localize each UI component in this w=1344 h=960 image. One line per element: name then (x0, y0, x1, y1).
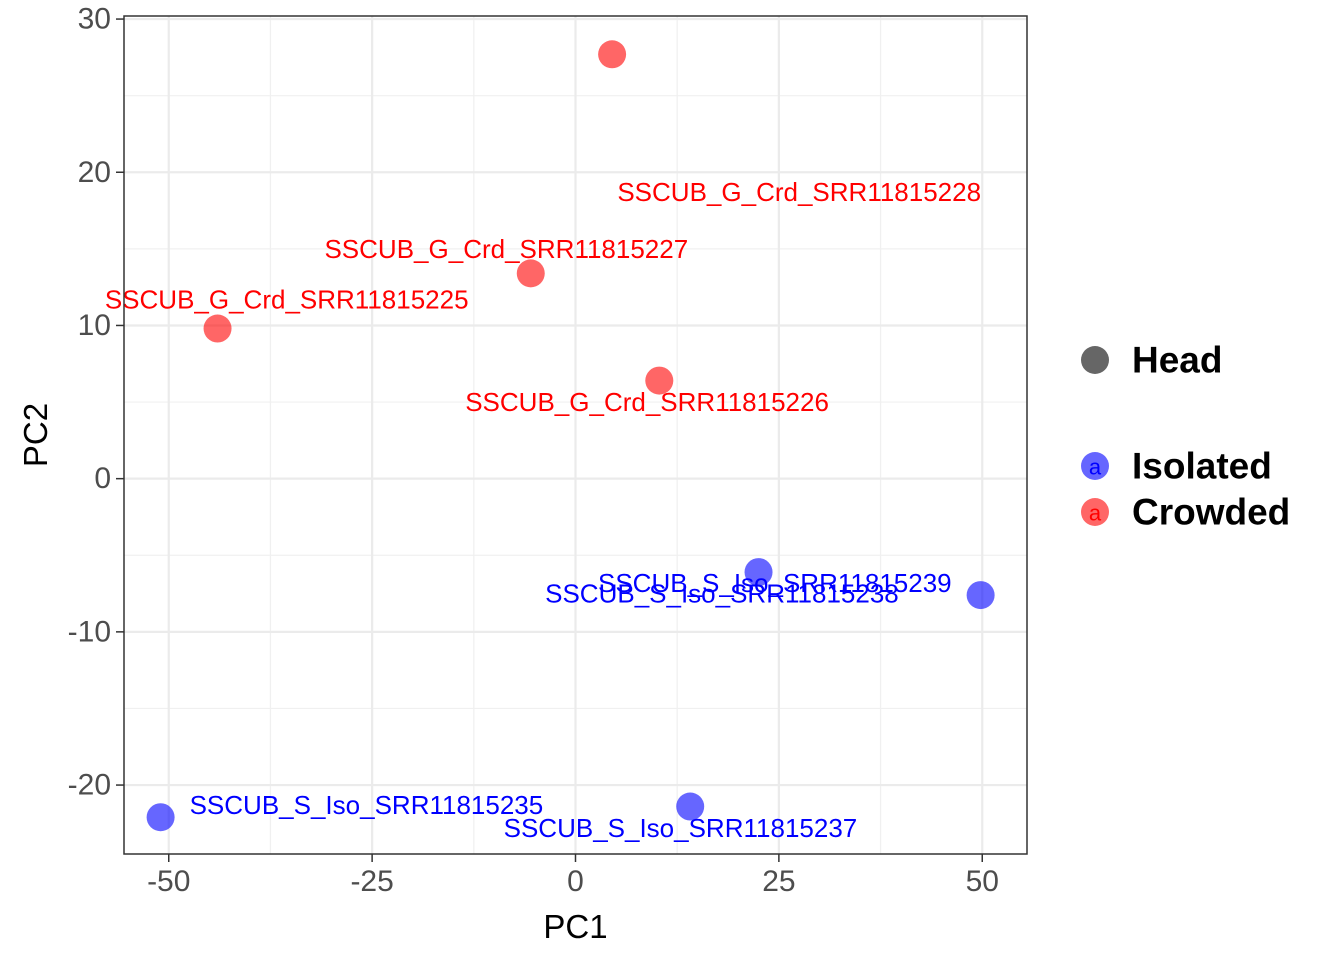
legend-key-letter: a (1089, 455, 1102, 480)
data-point (966, 581, 995, 610)
point-label: SSCUB_G_Crd_SRR11815226 (465, 387, 829, 417)
data-point (203, 314, 232, 343)
legend-key (1081, 498, 1109, 526)
y-tick-label: 30 (78, 3, 111, 36)
legend-shape-title: Head (1132, 340, 1222, 381)
legend-color-entries: a Isolated a Crowded (1081, 446, 1290, 533)
y-tick-label: 20 (78, 156, 111, 189)
x-axis: -50 -25 0 25 50 (147, 854, 999, 898)
data-point (744, 558, 773, 587)
data-point (598, 40, 627, 69)
x-axis-title: PC1 (543, 908, 607, 945)
y-tick-label: -20 (68, 769, 111, 802)
legend-key (1081, 452, 1109, 480)
point-label: SSCUB_S_Iso_SRR11815239 (598, 568, 952, 598)
point-label: SSCUB_G_Crd_SRR11815228 (617, 177, 981, 207)
y-tick-label: 0 (94, 462, 111, 495)
data-point (645, 366, 674, 395)
y-tick-label: -10 (68, 615, 111, 648)
y-axis: -20 -10 0 10 20 30 (68, 3, 124, 802)
y-axis-title: PC2 (17, 403, 54, 467)
x-tick-label: 25 (762, 865, 795, 898)
data-point (146, 803, 175, 832)
x-tick-label: -50 (147, 865, 190, 898)
legend: Head a Isolated a Crowded (1081, 340, 1290, 533)
data-point (516, 259, 545, 288)
point-label: SSCUB_S_Iso_SRR11815238 (545, 579, 899, 609)
y-tick-label: 10 (78, 309, 111, 342)
legend-entry-label: Isolated (1132, 446, 1272, 487)
x-tick-label: -25 (350, 865, 393, 898)
legend-entry-label: Crowded (1132, 492, 1290, 533)
plot-panel: SSCUB_G_Crd_SRR11815228 SSCUB_G_Crd_SRR11… (105, 15, 1028, 855)
x-tick-label: 50 (966, 865, 999, 898)
point-label: SSCUB_S_Iso_SRR11815235 (190, 790, 544, 820)
legend-key-letter: a (1089, 501, 1102, 526)
legend-shape-key (1081, 346, 1109, 374)
point-label: SSCUB_G_Crd_SRR11815225 (105, 284, 469, 314)
x-tick-label: 0 (567, 865, 584, 898)
data-point (676, 792, 705, 821)
point-label: SSCUB_G_Crd_SRR11815227 (324, 234, 688, 264)
point-label: SSCUB_S_Iso_SRR11815237 (504, 813, 858, 843)
